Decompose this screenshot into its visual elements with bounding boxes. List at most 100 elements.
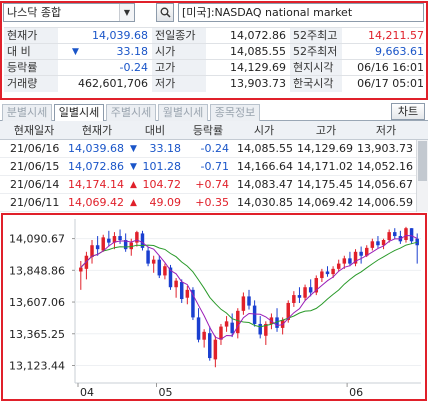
current-price-value: 14,039.68 [92, 29, 148, 42]
candle-body [342, 258, 347, 264]
search-button[interactable] [156, 3, 174, 22]
candle-body [112, 236, 117, 243]
tab-daily[interactable]: 일별시세 [54, 104, 104, 122]
table-header: 현재일자 현재가 대비 등락률 시가 고가 저가 [0, 121, 428, 140]
tab-minute[interactable]: 분별시세 [2, 104, 52, 121]
tab-monthly[interactable]: 월별시세 [158, 104, 208, 121]
market-select-label: 나스닥 종합 [7, 6, 62, 19]
candle-body [303, 287, 307, 298]
candle-body [264, 323, 268, 336]
candle-body [118, 236, 122, 240]
open-label: 시가 [152, 44, 206, 60]
rate-label: 등락률 [4, 60, 58, 76]
col-header-rate: 등락률 [192, 124, 224, 137]
y-tick-label: 13,123.44 [9, 359, 65, 372]
quote-panel: 현재가 14,039.68 전일종가 14,072.86 52주최고 14,21… [0, 1, 428, 100]
daily-price-table: 현재일자 현재가 대비 등락률 시가 고가 저가 21/06/16 14,039.… [0, 121, 428, 212]
magnifier-icon [160, 7, 171, 18]
table-row[interactable]: 21/06/14 14,174.14 104.72 +0.74 14,083.47 14,… [0, 176, 428, 194]
table-scrollbar[interactable] [416, 140, 428, 212]
cell-low: 14,006.59 [357, 196, 413, 209]
tab-weekly[interactable]: 주별시세 [106, 104, 156, 121]
col-header-open: 시가 [253, 124, 275, 137]
x-tick-label: 04 [80, 386, 94, 399]
candle-body [174, 280, 178, 288]
candle-body [135, 232, 139, 243]
table-row[interactable]: 21/06/16 14,039.68 33.18 -0.24 14,085.55 14,1… [0, 140, 428, 158]
candle-body [79, 267, 83, 272]
moving-average-short-line [80, 234, 418, 340]
candle-body [224, 321, 229, 327]
korea-time-label: 한국시각 [290, 76, 342, 92]
cell-price: 14,069.42 [68, 196, 124, 209]
candle-body [292, 295, 296, 303]
candle-body [297, 295, 302, 298]
cell-rate: -0.24 [200, 142, 229, 155]
cell-high: 14,129.69 [297, 142, 353, 155]
candle-body [90, 245, 94, 258]
cell-price: 14,072.86 [68, 160, 124, 173]
w52-high-value: 14,211.57 [368, 29, 424, 42]
candle-body [247, 296, 251, 306]
down-arrow-icon: ▼ [130, 162, 137, 172]
candle-body [163, 266, 167, 276]
cell-rate: +0.35 [195, 196, 229, 209]
down-arrow-icon: ▼ [72, 47, 79, 57]
candle-body [370, 241, 375, 248]
candle-body [348, 258, 352, 264]
cell-date: 21/06/14 [10, 178, 60, 191]
candlestick-chart[interactable]: 14,090.67 13,848.86 13,607.06 13,365.25 13,1… [3, 215, 425, 399]
candle-body [376, 241, 380, 246]
candle-body [140, 233, 145, 248]
col-header-low: 저가 [375, 124, 397, 137]
chevron-down-icon[interactable]: ▼ [119, 4, 134, 21]
cell-high: 14,069.42 [297, 196, 353, 209]
candle-body [202, 331, 206, 340]
cell-open: 14,085.55 [237, 142, 293, 155]
market-select[interactable]: 나스닥 종합 ▼ [3, 3, 135, 22]
candle-body [123, 239, 128, 250]
cell-open: 14,083.47 [237, 178, 293, 191]
instrument-name-field[interactable]: [미국]:NASDAQ national market [178, 3, 424, 22]
cell-rate: +0.74 [195, 178, 229, 191]
volume-label: 거래량 [4, 76, 58, 92]
cell-low: 14,056.67 [357, 178, 413, 191]
candle-body [314, 278, 319, 293]
candle-body [325, 271, 330, 275]
candle-body [168, 267, 173, 288]
candle-body [331, 268, 335, 275]
prev-close-label: 전일종가 [152, 28, 206, 44]
candle-body [258, 323, 262, 335]
candle-body [191, 289, 195, 318]
local-time-value: 06/16 16:01 [357, 61, 424, 74]
low-label: 저가 [152, 76, 206, 92]
candle-body [415, 238, 419, 246]
cell-high: 14,175.45 [297, 178, 353, 191]
cell-change: 104.72 [142, 178, 182, 191]
quote-row: 등락률 -0.24 고가 14,129.69 현지시각 06/16 16:01 [4, 59, 424, 76]
candle-body [185, 289, 190, 298]
tab-stock-info[interactable]: 종목정보 [210, 104, 260, 121]
col-header-date: 현재일자 [13, 124, 55, 137]
moving-average-long-line [80, 241, 418, 328]
scrollbar-thumb[interactable] [418, 141, 427, 181]
table-row[interactable]: 21/06/15 14,072.86 101.28 -0.71 14,166.64 14,… [0, 158, 428, 176]
candle-body [236, 310, 240, 334]
table-row[interactable]: 21/06/11 14,069.42 49.09 +0.35 14,030.85 14,0… [0, 194, 428, 212]
w52-high-label: 52주최고 [290, 28, 342, 44]
cell-change: 101.28 [142, 160, 182, 173]
candle-body [308, 287, 313, 293]
candle-body [208, 333, 212, 359]
candle-body [336, 263, 341, 269]
col-header-change: 대비 [144, 124, 166, 137]
candle-body [196, 317, 201, 340]
candle-body [107, 238, 111, 243]
candle-body [353, 251, 358, 264]
local-time-label: 현지시각 [290, 60, 342, 76]
col-header-price: 현재가 [81, 124, 113, 137]
prev-close-value: 14,072.86 [230, 29, 286, 42]
quote-row: 거래량 462,601,706 저가 13,903.73 한국시각 06/17 … [4, 75, 424, 92]
chart-background [3, 215, 425, 399]
current-price-label: 현재가 [4, 28, 58, 44]
chart-button[interactable]: 차트 [391, 103, 425, 120]
